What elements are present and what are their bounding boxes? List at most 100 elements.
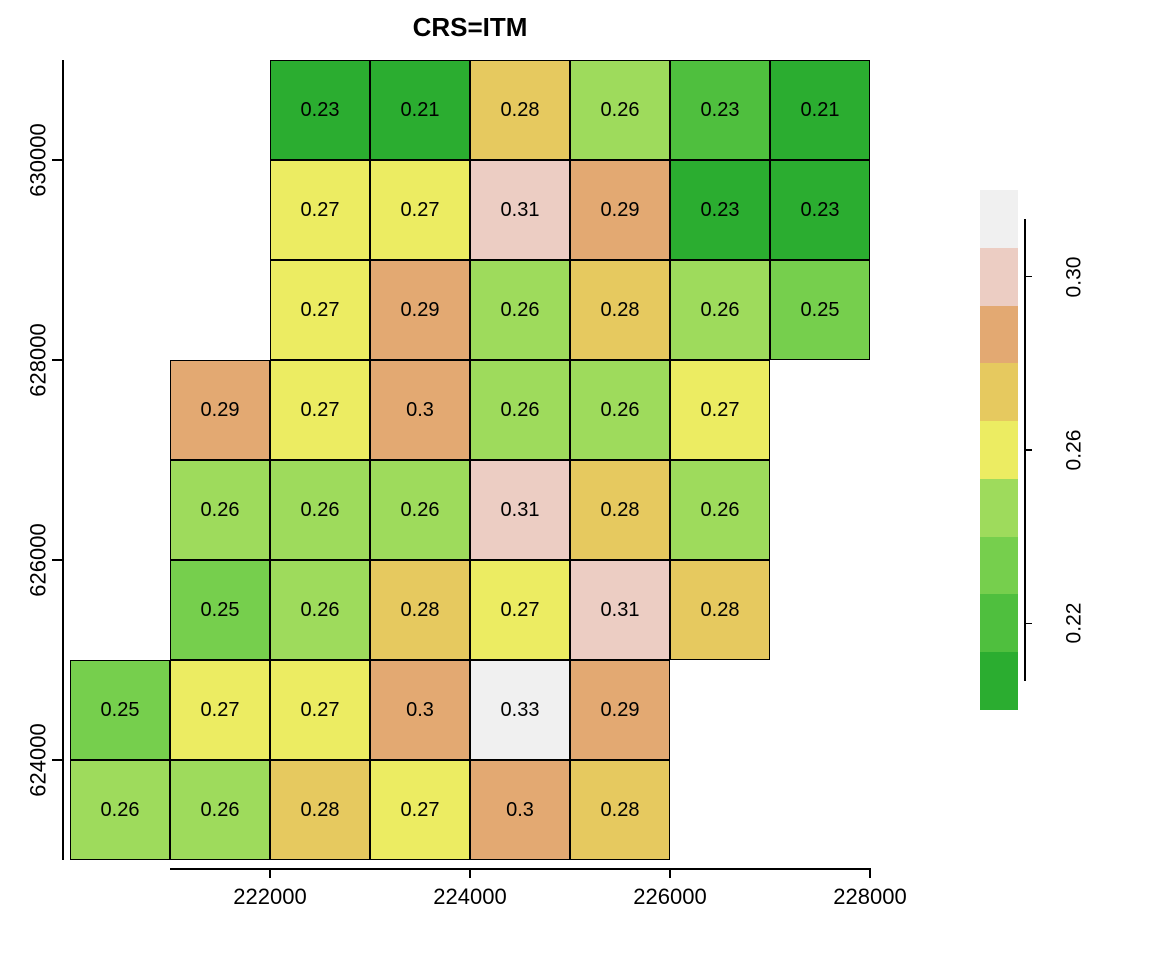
y-tick-label: 626000	[26, 523, 52, 596]
heatmap-cell: 0.26	[170, 760, 270, 860]
heatmap-cell: 0.27	[270, 360, 370, 460]
cell-label: 0.27	[701, 399, 740, 422]
cell-label: 0.26	[501, 399, 540, 422]
heatmap-cell: 0.26	[270, 560, 370, 660]
cell-label: 0.3	[406, 699, 434, 722]
heatmap-cell: 0.21	[770, 60, 870, 160]
cell-label: 0.26	[701, 499, 740, 522]
heatmap-cell: 0.28	[270, 760, 370, 860]
heatmap-cell: 0.26	[270, 460, 370, 560]
heatmap-cell: 0.29	[370, 260, 470, 360]
cell-label: 0.31	[501, 499, 540, 522]
legend-swatch	[980, 421, 1018, 479]
cell-label: 0.28	[701, 599, 740, 622]
legend-tick-label: 0.22	[1062, 603, 1086, 644]
heatmap-cell: 0.31	[470, 460, 570, 560]
legend-swatch	[980, 190, 1018, 248]
heatmap-cell: 0.26	[370, 460, 470, 560]
legend-swatch	[980, 594, 1018, 652]
cell-label: 0.26	[301, 499, 340, 522]
cell-label: 0.27	[301, 199, 340, 222]
cell-label: 0.26	[301, 599, 340, 622]
heatmap-cell: 0.25	[70, 660, 170, 760]
cell-label: 0.23	[701, 99, 740, 122]
cell-label: 0.33	[501, 699, 540, 722]
heatmap-cell: 0.27	[270, 260, 370, 360]
heatmap-cell: 0.26	[470, 260, 570, 360]
heatmap-cell: 0.27	[270, 160, 370, 260]
cell-label: 0.28	[601, 499, 640, 522]
cell-label: 0.25	[201, 599, 240, 622]
cell-label: 0.3	[506, 799, 534, 822]
cell-label: 0.27	[301, 399, 340, 422]
heatmap-cell: 0.28	[470, 60, 570, 160]
legend-swatch	[980, 479, 1018, 537]
heatmap-cell: 0.27	[370, 760, 470, 860]
heatmap-cell: 0.26	[570, 60, 670, 160]
heatmap-cell: 0.27	[470, 560, 570, 660]
cell-label: 0.26	[501, 299, 540, 322]
y-tick	[52, 759, 62, 761]
heatmap-cell: 0.23	[770, 160, 870, 260]
x-tick	[869, 868, 871, 878]
legend-tick-label: 0.30	[1062, 256, 1086, 297]
cell-label: 0.27	[501, 599, 540, 622]
x-tick-label: 224000	[433, 884, 506, 910]
heatmap-cell: 0.27	[370, 160, 470, 260]
chart-container: CRS=ITM 0.230.210.280.260.230.210.270.27…	[0, 0, 1152, 960]
legend-tick	[1024, 276, 1032, 278]
cell-label: 0.27	[401, 199, 440, 222]
y-tick	[52, 159, 62, 161]
y-tick	[52, 359, 62, 361]
cell-label: 0.27	[301, 699, 340, 722]
heatmap-cell: 0.33	[470, 660, 570, 760]
cell-label: 0.25	[801, 299, 840, 322]
legend-swatch	[980, 363, 1018, 421]
heatmap-cell: 0.3	[470, 760, 570, 860]
heatmap-cell: 0.3	[370, 360, 470, 460]
heatmap-cell: 0.26	[70, 760, 170, 860]
cell-label: 0.29	[601, 699, 640, 722]
heatmap-cell: 0.27	[270, 660, 370, 760]
cell-label: 0.28	[601, 299, 640, 322]
cell-label: 0.23	[301, 99, 340, 122]
heatmap-cell: 0.26	[670, 460, 770, 560]
heatmap-cell: 0.28	[370, 560, 470, 660]
x-tick	[669, 868, 671, 878]
cell-label: 0.27	[301, 299, 340, 322]
heatmap-cell: 0.26	[170, 460, 270, 560]
cell-label: 0.23	[701, 199, 740, 222]
heatmap-cell: 0.26	[570, 360, 670, 460]
cell-label: 0.26	[201, 499, 240, 522]
y-axis-line	[62, 60, 64, 860]
heatmap-cell: 0.3	[370, 660, 470, 760]
x-tick-label: 226000	[633, 884, 706, 910]
y-tick-label: 624000	[26, 723, 52, 796]
heatmap-cell: 0.27	[670, 360, 770, 460]
cell-label: 0.28	[601, 799, 640, 822]
cell-label: 0.28	[501, 99, 540, 122]
cell-label: 0.29	[601, 199, 640, 222]
x-axis-line	[170, 868, 870, 870]
cell-label: 0.27	[201, 699, 240, 722]
cell-label: 0.26	[601, 99, 640, 122]
legend-swatch	[980, 306, 1018, 364]
heatmap-cell: 0.31	[570, 560, 670, 660]
legend-swatch	[980, 248, 1018, 306]
heatmap-cell: 0.28	[570, 260, 670, 360]
x-tick-label: 222000	[233, 884, 306, 910]
cell-label: 0.26	[201, 799, 240, 822]
cell-label: 0.26	[701, 299, 740, 322]
heatmap-cell: 0.28	[570, 760, 670, 860]
heatmap-cell: 0.26	[670, 260, 770, 360]
cell-label: 0.26	[601, 399, 640, 422]
cell-label: 0.26	[401, 499, 440, 522]
cell-label: 0.21	[801, 99, 840, 122]
cell-label: 0.28	[301, 799, 340, 822]
heatmap-cell: 0.29	[170, 360, 270, 460]
cell-label: 0.27	[401, 799, 440, 822]
cell-label: 0.29	[201, 399, 240, 422]
cell-label: 0.29	[401, 299, 440, 322]
y-tick-label: 628000	[26, 323, 52, 396]
x-tick	[469, 868, 471, 878]
